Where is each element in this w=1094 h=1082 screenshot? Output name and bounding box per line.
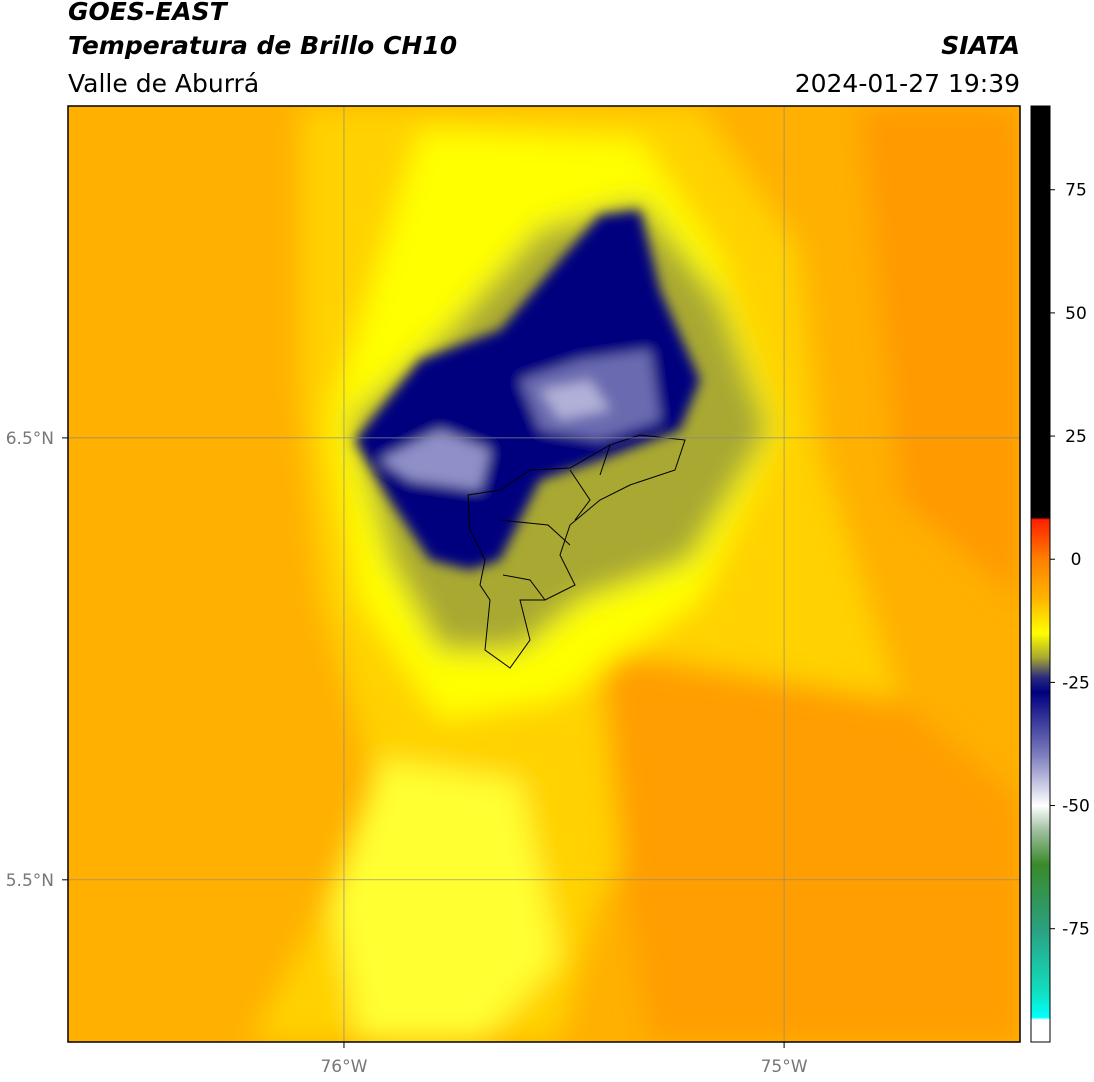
colorbar-tick-label: 50: [1065, 304, 1087, 324]
map-frame: [67, 105, 1021, 1043]
municipality-borders: [467, 434, 686, 669]
satellite-image: [68, 106, 1020, 1042]
colorbar-tick-label: -25: [1062, 673, 1090, 693]
colorbar-tick-label: 25: [1065, 427, 1087, 447]
title: GOES-EAST: [68, 0, 229, 26]
source: SIATA: [941, 31, 1020, 60]
lat-label: 6.5°N: [6, 429, 54, 449]
colorbar-tick-label: -50: [1062, 797, 1090, 817]
colorbar-tick-label: 0: [1071, 550, 1082, 570]
datetime: 2024-01-27 19:39: [795, 69, 1020, 98]
colorbar-tick-label: 75: [1065, 181, 1087, 201]
region: Valle de Aburrá: [68, 69, 259, 98]
lon-label: 75°W: [761, 1057, 808, 1077]
lat-label: 5.5°N: [6, 871, 54, 891]
subtitle: Temperatura de Brillo CH10: [68, 31, 457, 60]
colorbar-tick-label: -75: [1062, 920, 1090, 940]
colorbar: [1030, 105, 1051, 1043]
lon-label: 76°W: [320, 1057, 367, 1077]
